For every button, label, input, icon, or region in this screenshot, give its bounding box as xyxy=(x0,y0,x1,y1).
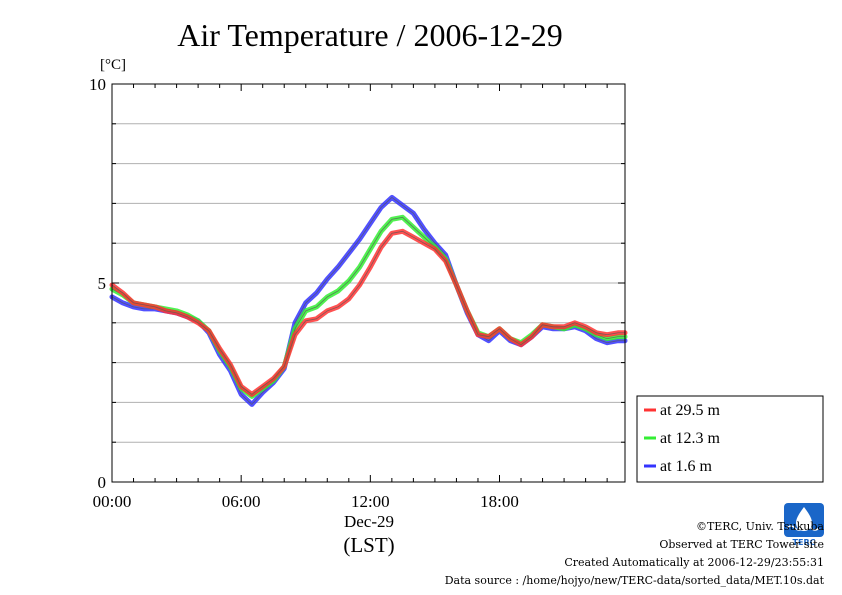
footer-observed: Observed at TERC Tower site xyxy=(659,538,824,551)
x-tick-label-1: 06:00 xyxy=(222,492,261,511)
series-line-1 xyxy=(109,214,628,399)
wave-icon xyxy=(786,525,820,531)
y-axis-unit: [°C] xyxy=(100,57,126,73)
series-line-2 xyxy=(109,194,628,407)
legend-label-1: at 12.3 m xyxy=(660,430,721,447)
footer-copyright: ©TERC, Univ. Tsukuba xyxy=(695,520,824,533)
grid-lines xyxy=(112,123,625,443)
legend-label-2: at 1.6 m xyxy=(660,458,713,475)
x-tick-label-3: 18:00 xyxy=(480,492,519,511)
water-drop-icon xyxy=(796,507,812,531)
y-tick-label-1: 5 xyxy=(98,274,107,293)
series-core-1 xyxy=(111,216,625,397)
terc-logo: TERC xyxy=(784,503,824,547)
series-core-0 xyxy=(111,230,625,395)
x-tick-label-2: 12:00 xyxy=(351,492,390,511)
series-lines xyxy=(109,194,628,407)
x-axis-timezone-label: (LST) xyxy=(343,533,394,557)
legend-box xyxy=(636,395,824,483)
y-tick-label-2: 10 xyxy=(89,75,106,94)
axis-ticks: 0 5 10 00:00 06:00 12:00 18:00 xyxy=(89,75,625,511)
chart-title: Air Temperature / 2006-12-29 xyxy=(177,17,563,53)
x-axis-date-label: Dec-29 xyxy=(344,512,394,531)
legend-label-0: at 29.5 m xyxy=(660,402,721,419)
x-tick-label-0: 00:00 xyxy=(93,492,132,511)
logo-label: TERC xyxy=(793,538,816,547)
y-tick-label-0: 0 xyxy=(98,473,107,492)
footer-created: Created Automatically at 2006-12-29/23:5… xyxy=(564,556,824,569)
footer-source: Data source : /home/hojyo/new/TERC-data/… xyxy=(444,574,824,587)
legend: at 29.5 m at 12.3 m at 1.6 m xyxy=(636,395,824,483)
